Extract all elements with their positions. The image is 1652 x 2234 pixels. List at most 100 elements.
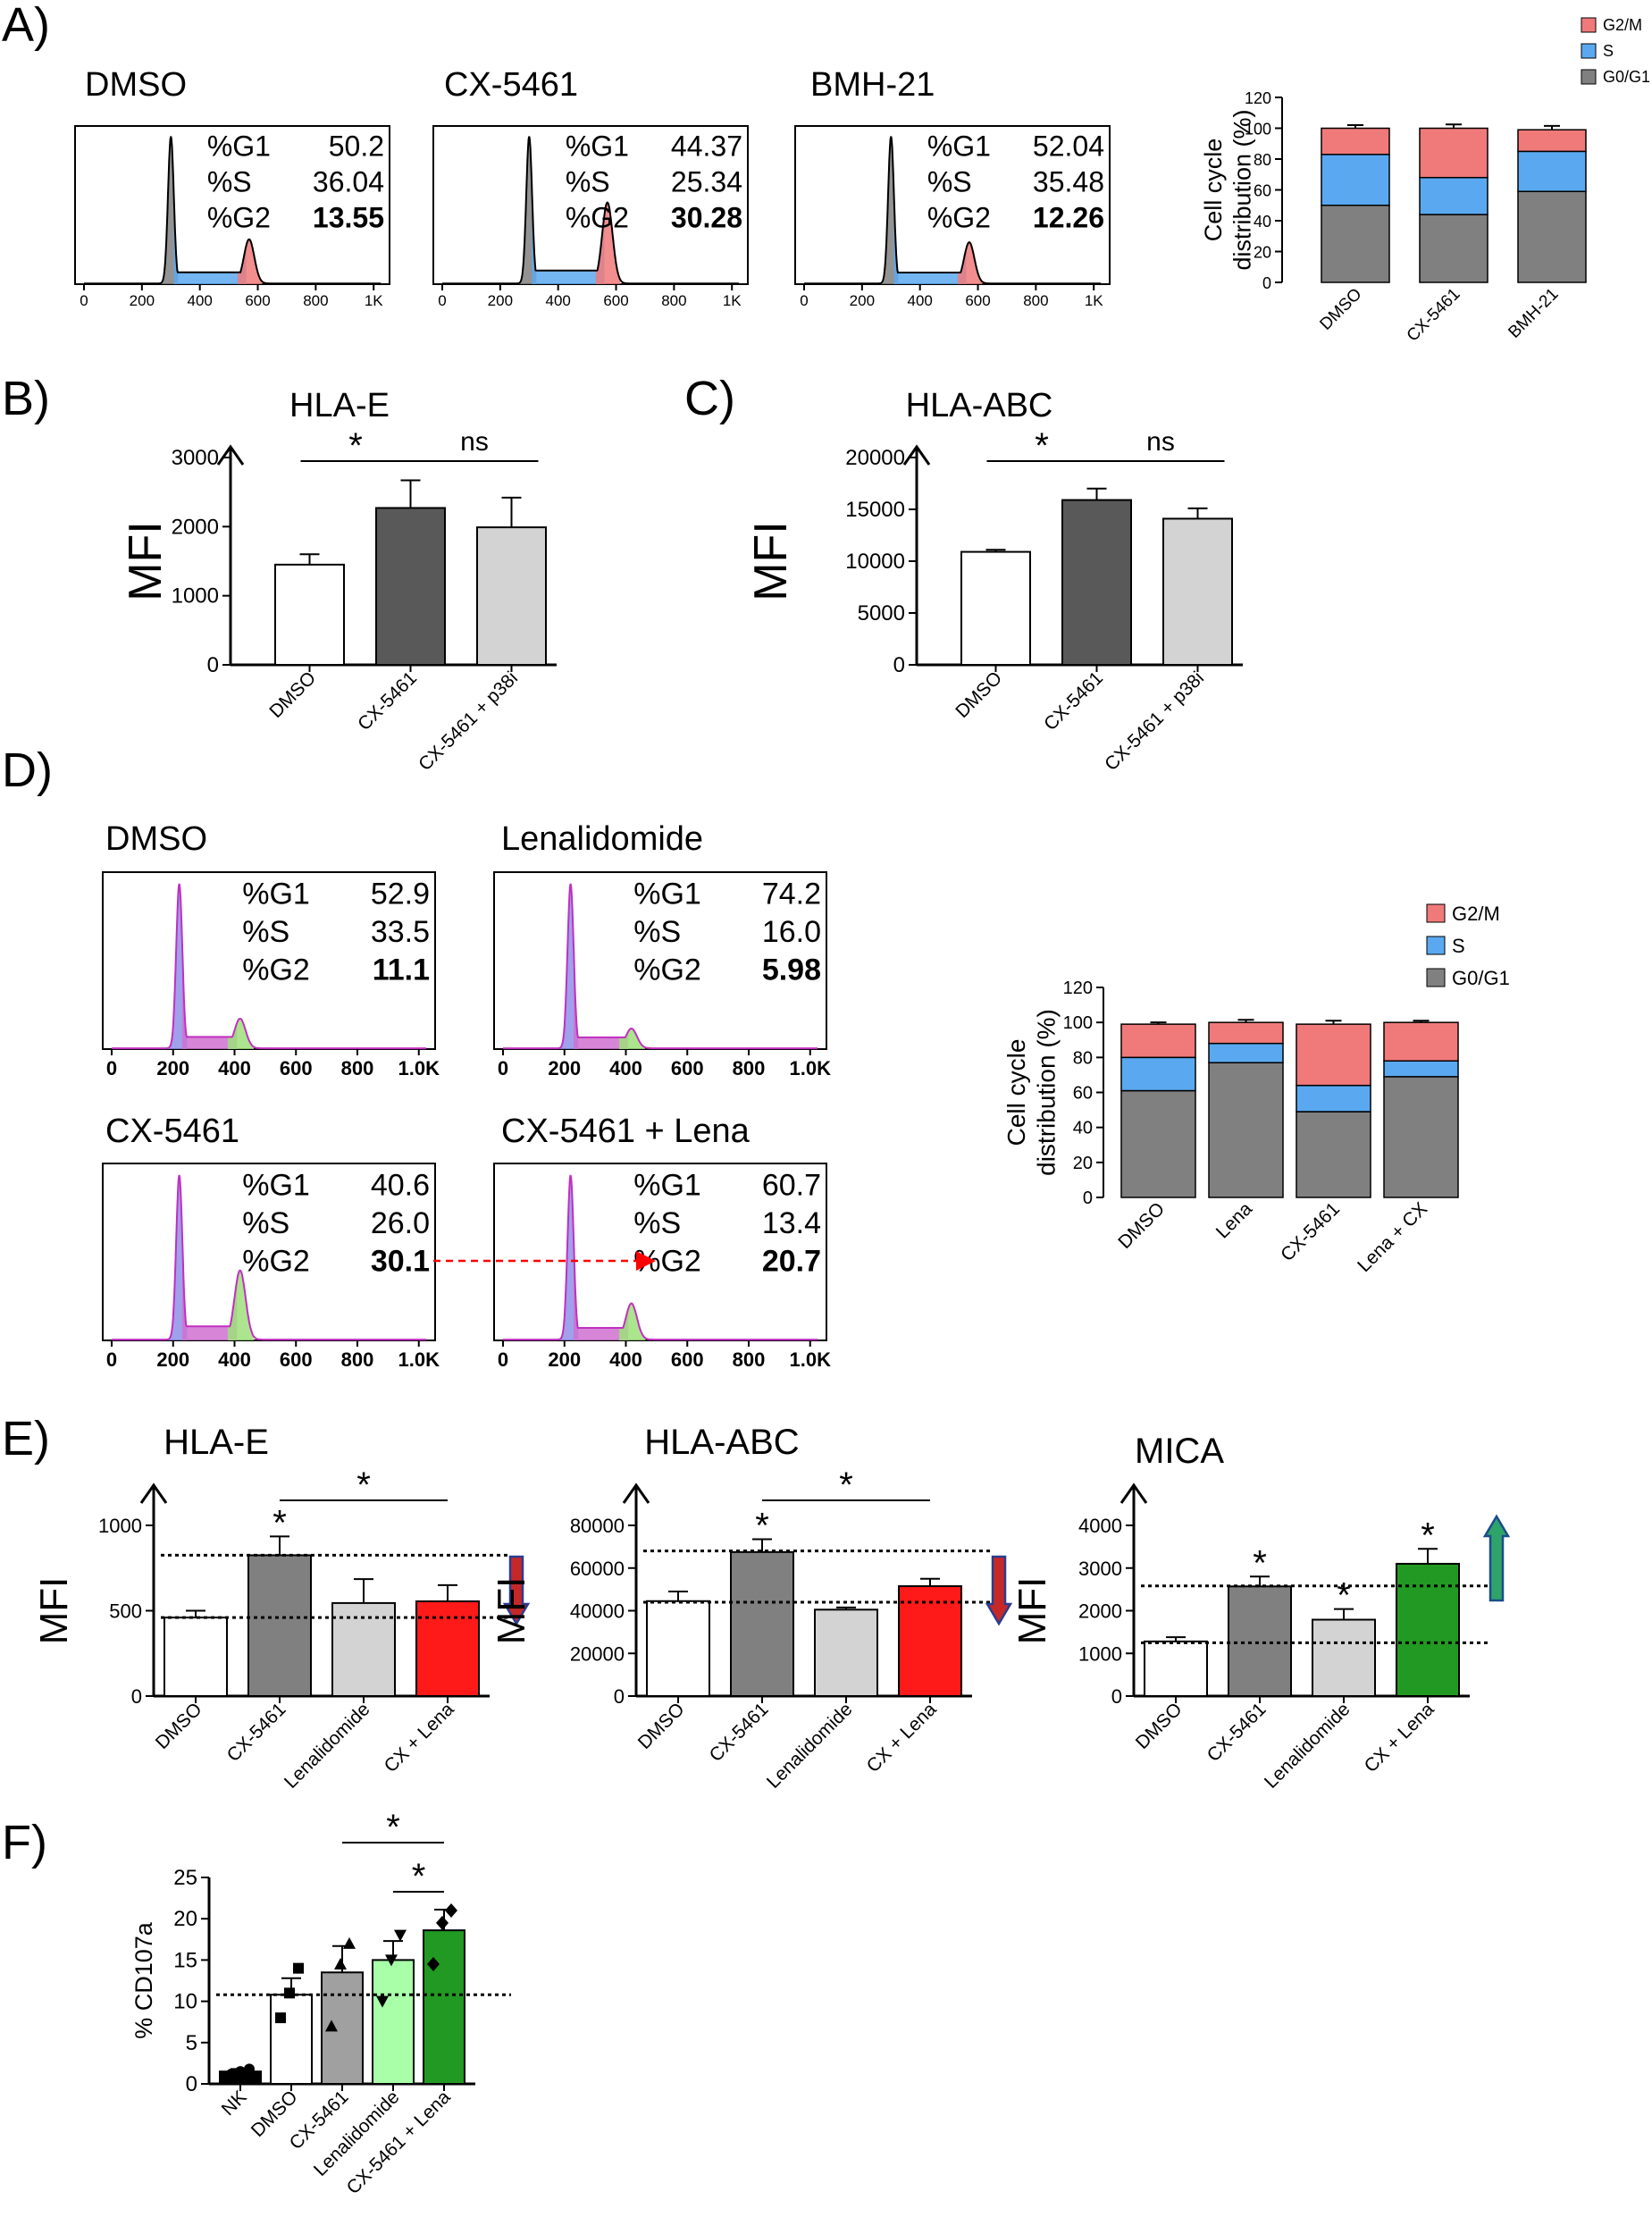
y-tick-label: 60000 [570,1558,625,1580]
x-category-label: CX + Lena [381,1699,458,1776]
x-category-label: Lena [1212,1198,1257,1243]
significance-star: * [1253,1543,1267,1583]
panel-d-stacked-bar-chart: 0 20 40 60 80 100 120 Cell cycle distribution (%… [1002,903,1510,1276]
stacked-bar-segment [1208,1042,1284,1063]
y-axis-label: MFI [32,1577,76,1645]
x-tick-label: 600 [245,292,270,309]
y-axis-label: MFI [490,1577,533,1645]
bar [898,1585,962,1697]
x-tick-label: 1.0K [398,1057,440,1079]
y-tick-label: 120 [1245,89,1271,107]
stat-value: 36.04 [313,166,384,198]
y-tick-label: 0 [207,653,219,677]
data-point [275,2012,286,2024]
histogram-curve [112,883,426,1050]
stacked-bar-segment [1321,154,1390,206]
y-axis-label: distribution (%) [1229,109,1255,270]
bar [270,1994,313,2086]
histogram-frame [432,125,749,285]
y-tick-label: 2000 [1078,1600,1122,1623]
x-tick-label: 1.0K [790,1057,832,1079]
bar [1312,1618,1376,1697]
x-tick-label: 400 [218,1057,251,1079]
panel-label-b: B) [2,372,50,425]
y-tick-label: 4000 [1078,1515,1122,1537]
x-category-label: CX-5461 [1040,668,1107,735]
stat-value: 11.1 [373,953,430,987]
significance-star: * [1337,1576,1351,1616]
x-category-label: CX + Lena [1361,1699,1438,1776]
y-tick-label: 3000 [172,446,219,470]
data-point [394,1929,407,1942]
histogram-panel: DMSO 0 200 400 600 800 1K %G1 50.2 %S 36.04 %G2 13.5… [74,66,390,309]
stat-label: %G1 [207,130,271,163]
bar [372,1959,415,2085]
bar [960,550,1031,666]
panel-label-d: D) [2,743,53,797]
y-tick-label: 80 [1254,151,1271,169]
histogram-title: CX-5461 [105,1113,239,1150]
g2-fill [595,202,621,284]
panel-label-c: C) [684,372,735,425]
legend-label: S [1452,935,1465,957]
histogram-curve [112,1174,426,1341]
y-tick-label: 0 [131,1685,142,1708]
stacked-bar-segment [1120,1023,1196,1059]
bar [646,1600,710,1697]
legend-swatch [1581,69,1597,85]
x-category-label: DMSO [1132,1699,1187,1753]
stat-label: %G1 [242,878,310,911]
x-tick-label: 0 [498,1057,508,1079]
y-tick-label: 0 [1262,274,1271,292]
panel-e-hla-abc-chart: HLA-ABC 0 20000 40000 60000 80000 MFI DMSO CX-54… [490,1423,1013,1793]
y-tick-label: 3000 [1078,1558,1122,1580]
y-tick-label: 20 [173,1907,197,1931]
x-tick-label: 0 [106,1057,117,1079]
x-tick-label: 200 [130,292,155,309]
x-tick-label: 600 [603,292,628,309]
panel-c-hla-abc-chart: HLA-ABC 0 5000 10000 15000 20000 MFI DMSO CX-546… [745,387,1243,775]
y-tick-label: 20 [1254,244,1271,262]
y-tick-label: 0 [1083,1188,1093,1208]
data-point [445,1902,457,1918]
data-point [325,2020,338,2032]
panel-a-histograms: DMSO 0 200 400 600 800 1K %G1 50.2 %S 36.04 %G2 13.5… [74,66,1111,309]
histogram-frame [493,1163,827,1341]
stat-label: %G1 [633,878,701,911]
y-axis-label: Cell cycle [1002,1039,1030,1146]
stat-value: 74.2 [762,878,821,911]
bar [274,563,345,666]
stacked-bar-segment [1208,1062,1284,1198]
bar [375,507,446,666]
histogram-frame [102,1163,436,1341]
stat-value: 13.55 [313,202,384,234]
y-axis-label: MFI [1010,1577,1054,1645]
y-tick-label: 10 [173,1990,197,2014]
y-tick-label: 25 [173,1866,197,1890]
y-tick-label: 10000 [845,550,905,574]
panel-e-hla-e-chart: HLA-E 0 500 1000 MFI DMSO CX-5461 * Lenalidomide… [32,1423,531,1793]
significance-label: ns [1146,427,1175,457]
x-category-label: CX + Lena [863,1699,941,1776]
stat-value: 16.0 [762,915,821,949]
stacked-bar-segment [1419,127,1488,179]
histogram-panel: DMSO 0 200 400 600 800 1.0K %G1 52.9 %S 33.5 %G2 11.… [102,820,440,1079]
stat-value: 33.5 [371,915,430,949]
stat-label: %G1 [633,1169,701,1203]
bar [476,526,547,667]
stacked-bar-segment [1419,176,1488,215]
data-point [284,1987,295,1999]
y-tick-label: 0 [186,2072,197,2096]
data-point [427,1957,440,1972]
panel-b-hla-e-chart: HLA-E 0 1000 2000 3000 MFI DMSO CX-5461CX-5461 … [120,387,557,775]
y-tick-label: 20000 [570,1642,625,1665]
y-tick-label: 5 [186,2031,197,2055]
legend-swatch [1426,968,1446,987]
stat-label: %G2 [207,202,271,234]
stat-value: 12.26 [1033,202,1104,234]
stat-label: %G2 [927,202,991,234]
x-tick-label: 400 [546,292,571,309]
x-category-label: NK [218,2087,251,2120]
stat-value: 50.2 [329,130,384,163]
stat-label: %S [633,915,681,949]
